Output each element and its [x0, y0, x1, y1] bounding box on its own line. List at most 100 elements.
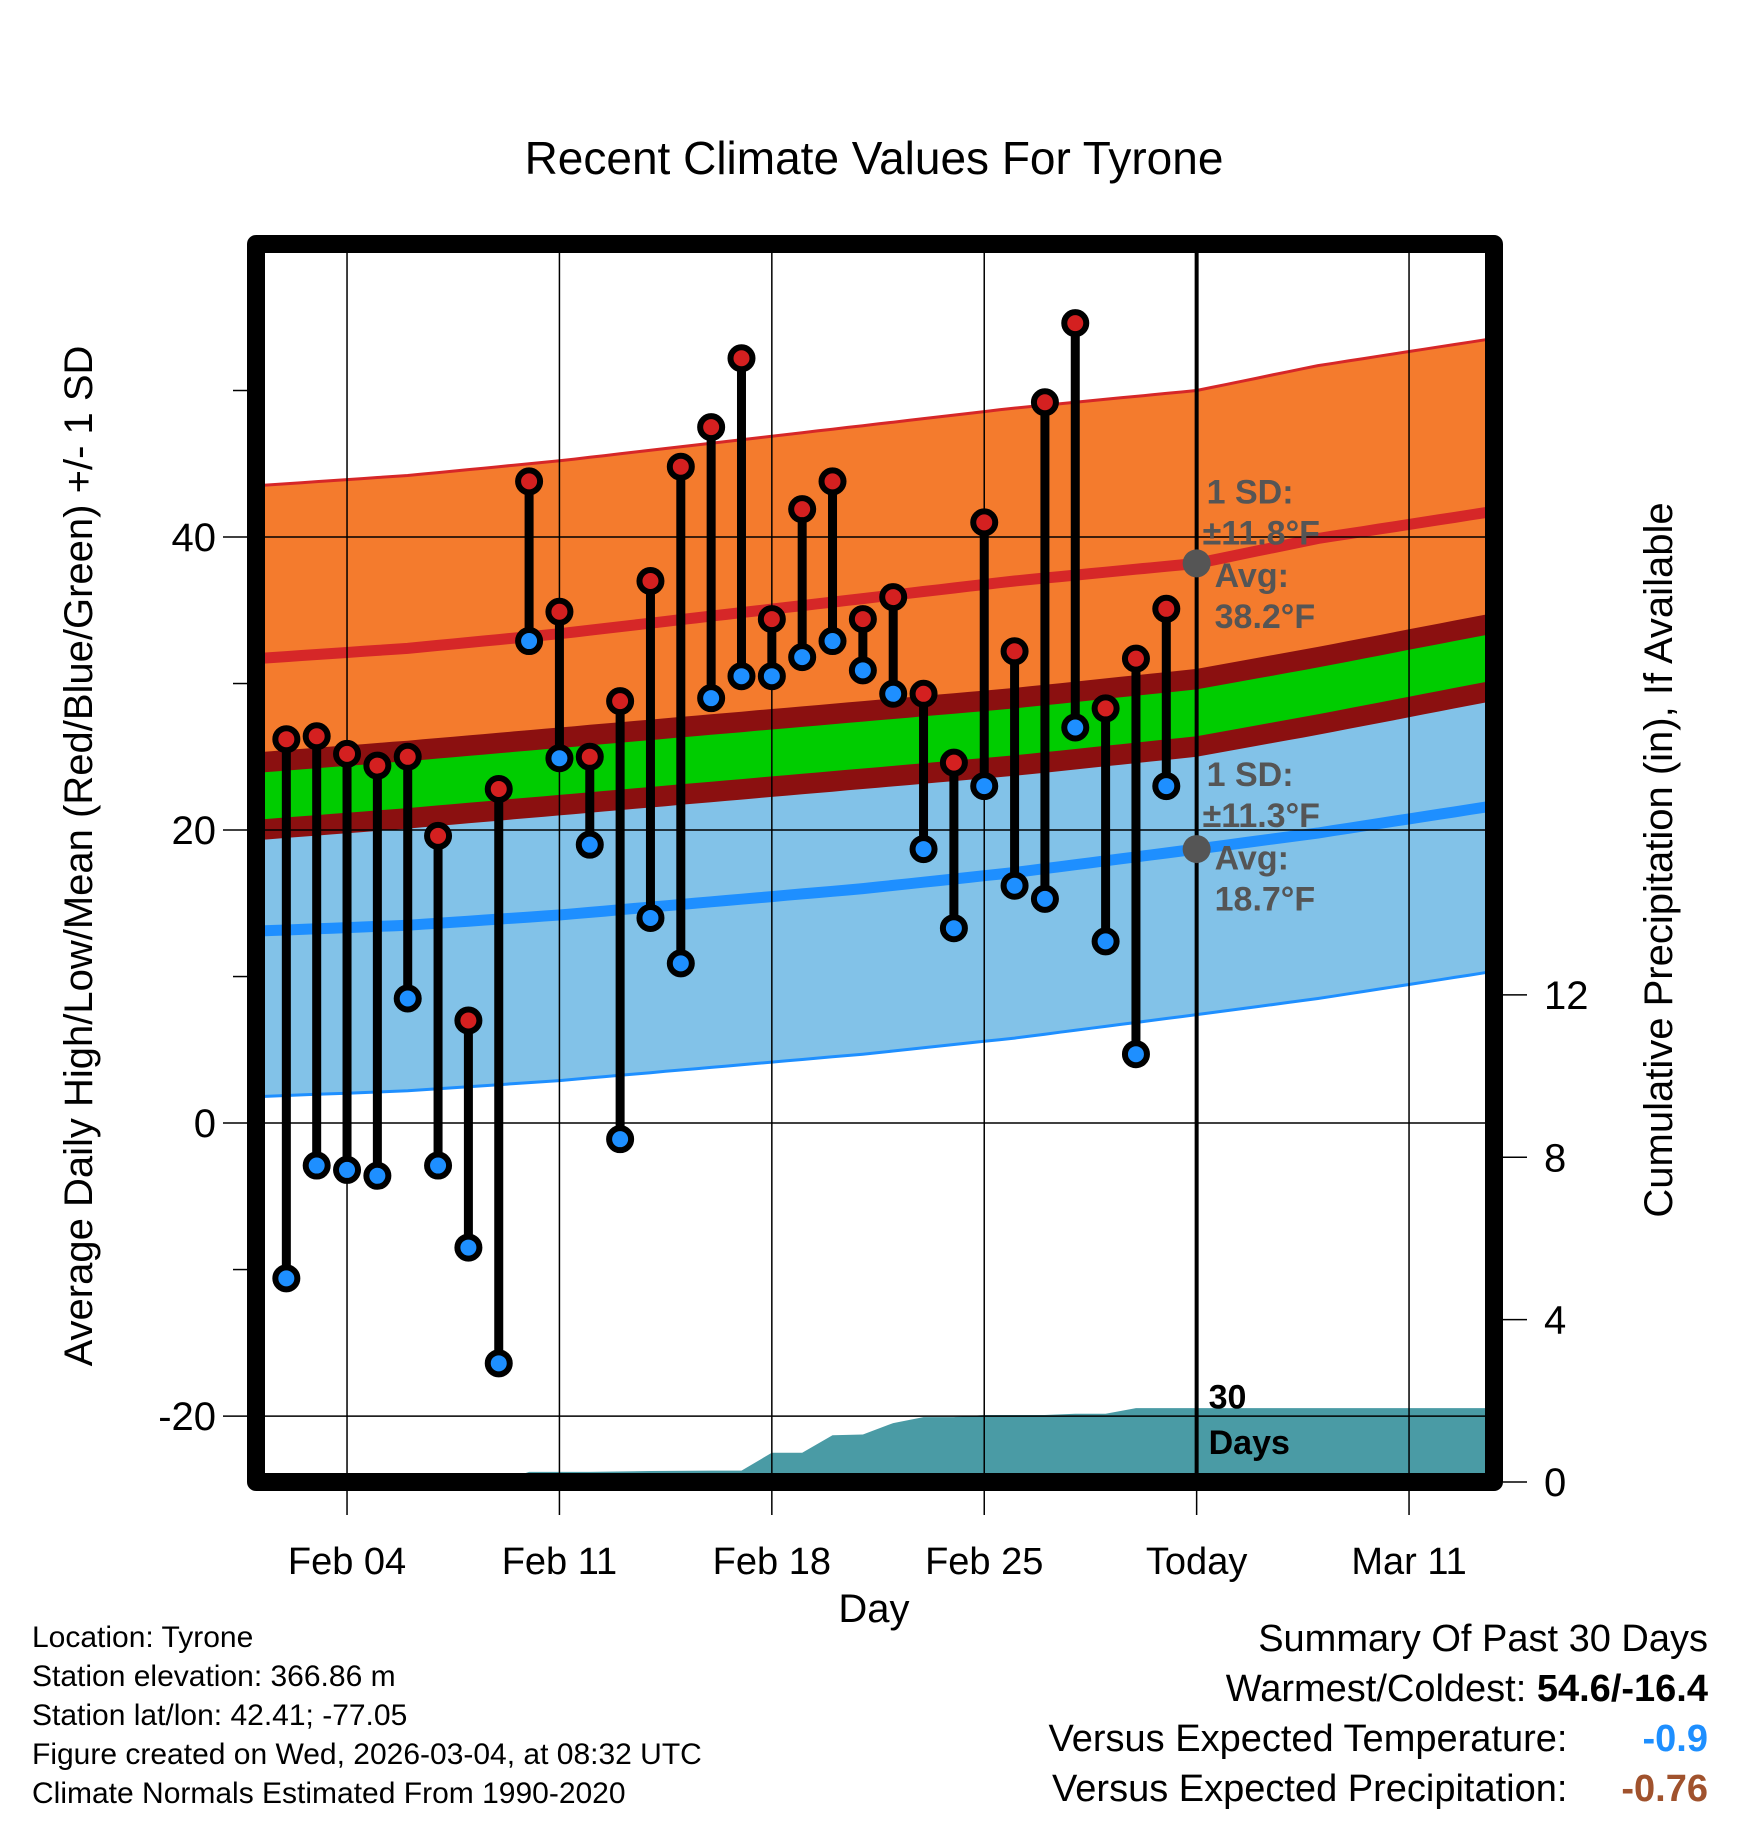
daily-low-point	[879, 679, 908, 708]
x-tick-label: Feb 04	[288, 1541, 406, 1583]
daily-low-point	[1000, 871, 1029, 900]
daily-low-point	[1152, 772, 1181, 801]
x-tick-label: Today	[1146, 1541, 1247, 1583]
y2-tick-label: 8	[1544, 1136, 1566, 1180]
high-avg-label: Avg:	[1215, 557, 1289, 595]
low-sd-lower-line	[256, 969, 1494, 1099]
daily-high-point	[272, 725, 301, 754]
daily-high-point	[909, 679, 938, 708]
low-avg-value: 18.7°F	[1215, 881, 1316, 919]
daily-high-point	[515, 467, 544, 496]
daily-high-point	[302, 722, 331, 751]
daily-high-point	[1061, 309, 1090, 338]
info-elevation: Station elevation: 366.86 m	[32, 1660, 396, 1693]
daily-low-point	[970, 772, 999, 801]
today-low-avg-marker	[1182, 835, 1211, 864]
y2-tick-label: 12	[1544, 974, 1589, 1018]
daily-high-point	[636, 566, 665, 595]
daily-high-point	[1121, 644, 1150, 673]
daily-low-point	[333, 1155, 362, 1184]
daily-low-point	[545, 744, 574, 773]
summary-warm-cold-value: 54.6/-16.4	[1536, 1668, 1708, 1710]
days-count-label: 30	[1209, 1379, 1247, 1417]
info-created: Figure created on Wed, 2026-03-04, at 08…	[32, 1738, 702, 1771]
high-sd-upper-line	[256, 336, 1494, 488]
daily-high-point	[484, 775, 513, 804]
y2-tick-label: 4	[1544, 1299, 1566, 1343]
daily-low-point	[727, 662, 756, 691]
daily-high-point	[788, 495, 817, 524]
high-normal-line	[256, 505, 1494, 665]
daily-high-point	[606, 687, 635, 716]
days-label: Days	[1209, 1424, 1290, 1462]
daily-low-point	[848, 656, 877, 685]
x-axis-label: Day	[838, 1587, 909, 1631]
info-normals: Climate Normals Estimated From 1990-2020	[32, 1777, 626, 1810]
daily-high-point	[1000, 637, 1029, 666]
daily-low-point	[515, 627, 544, 656]
summary-temp-label: Versus Expected Temperature:	[1048, 1718, 1568, 1760]
plot-area	[256, 244, 1494, 1482]
chart-title: Recent Climate Values For Tyrone	[525, 132, 1224, 184]
daily-high-point	[575, 742, 604, 771]
daily-high-point	[545, 597, 574, 626]
daily-high-point	[970, 508, 999, 537]
daily-low-point	[666, 949, 695, 978]
y-tick-label: 0	[194, 1102, 216, 1146]
info-latlon: Station lat/lon: 42.41; -77.05	[32, 1699, 408, 1732]
daily-low-point	[606, 1125, 635, 1154]
low-sd-title: 1 SD:	[1207, 756, 1294, 794]
daily-high-point	[424, 821, 453, 850]
daily-high-point	[879, 583, 908, 612]
daily-low-point	[757, 662, 786, 691]
daily-low-point	[636, 903, 665, 932]
daily-low-point	[363, 1161, 392, 1190]
daily-high-point	[727, 344, 756, 373]
low-normal-line	[256, 800, 1494, 937]
daily-high-point	[1030, 388, 1059, 417]
daily-low-point	[939, 914, 968, 943]
daily-low-point	[424, 1151, 453, 1180]
x-tick-label: Feb 18	[713, 1541, 831, 1583]
summary-precip-value: -0.76	[1621, 1768, 1708, 1810]
daily-low-point	[1121, 1040, 1150, 1069]
summary-precip-row: Versus Expected Precipitation: -0.76	[1052, 1768, 1708, 1811]
y2-axis-label: Cumulative Precipitation (in), If Availa…	[1637, 502, 1681, 1217]
summary-temp-row: Versus Expected Temperature: -0.9	[1049, 1718, 1708, 1761]
daily-low-point	[272, 1264, 301, 1293]
daily-high-point	[939, 748, 968, 777]
y-axis-label: Average Daily High/Low/Mean (Red/Blue/Gr…	[57, 346, 101, 1367]
daily-high-point	[333, 739, 362, 768]
today-high-avg-marker	[1182, 549, 1211, 578]
daily-low-point	[909, 835, 938, 864]
plot-frame	[247, 235, 1503, 1491]
daily-high-point	[818, 467, 847, 496]
precip-area	[256, 1408, 1494, 1482]
summary-temp-value: -0.9	[1642, 1718, 1708, 1760]
daily-low-point	[1091, 927, 1120, 956]
x-tick-label: Feb 25	[925, 1541, 1043, 1583]
daily-high-point	[666, 452, 695, 481]
daily-low-point	[818, 627, 847, 656]
daily-low-point	[575, 830, 604, 859]
daily-high-point	[393, 742, 422, 771]
daily-low-point	[484, 1349, 513, 1378]
daily-low-point	[788, 643, 817, 672]
y-tick-label: 20	[172, 809, 217, 853]
y-tick-label: 40	[172, 516, 217, 560]
info-location: Location: Tyrone	[32, 1621, 254, 1654]
daily-low-point	[1061, 713, 1090, 742]
high-avg-value: 38.2°F	[1215, 598, 1316, 636]
summary-warm-cold-label: Warmest/Coldest:	[1225, 1668, 1527, 1710]
y-tick-label: -20	[158, 1395, 216, 1439]
daily-high-point	[454, 1006, 483, 1035]
high-sd-title: 1 SD:	[1207, 473, 1294, 511]
daily-low-point	[393, 984, 422, 1013]
daily-low-point	[454, 1233, 483, 1262]
low-avg-label: Avg:	[1215, 840, 1289, 878]
daily-high-point	[1152, 594, 1181, 623]
daily-low-point	[302, 1151, 331, 1180]
summary-title: Summary Of Past 30 Days	[1258, 1618, 1708, 1660]
daily-high-point	[363, 751, 392, 780]
